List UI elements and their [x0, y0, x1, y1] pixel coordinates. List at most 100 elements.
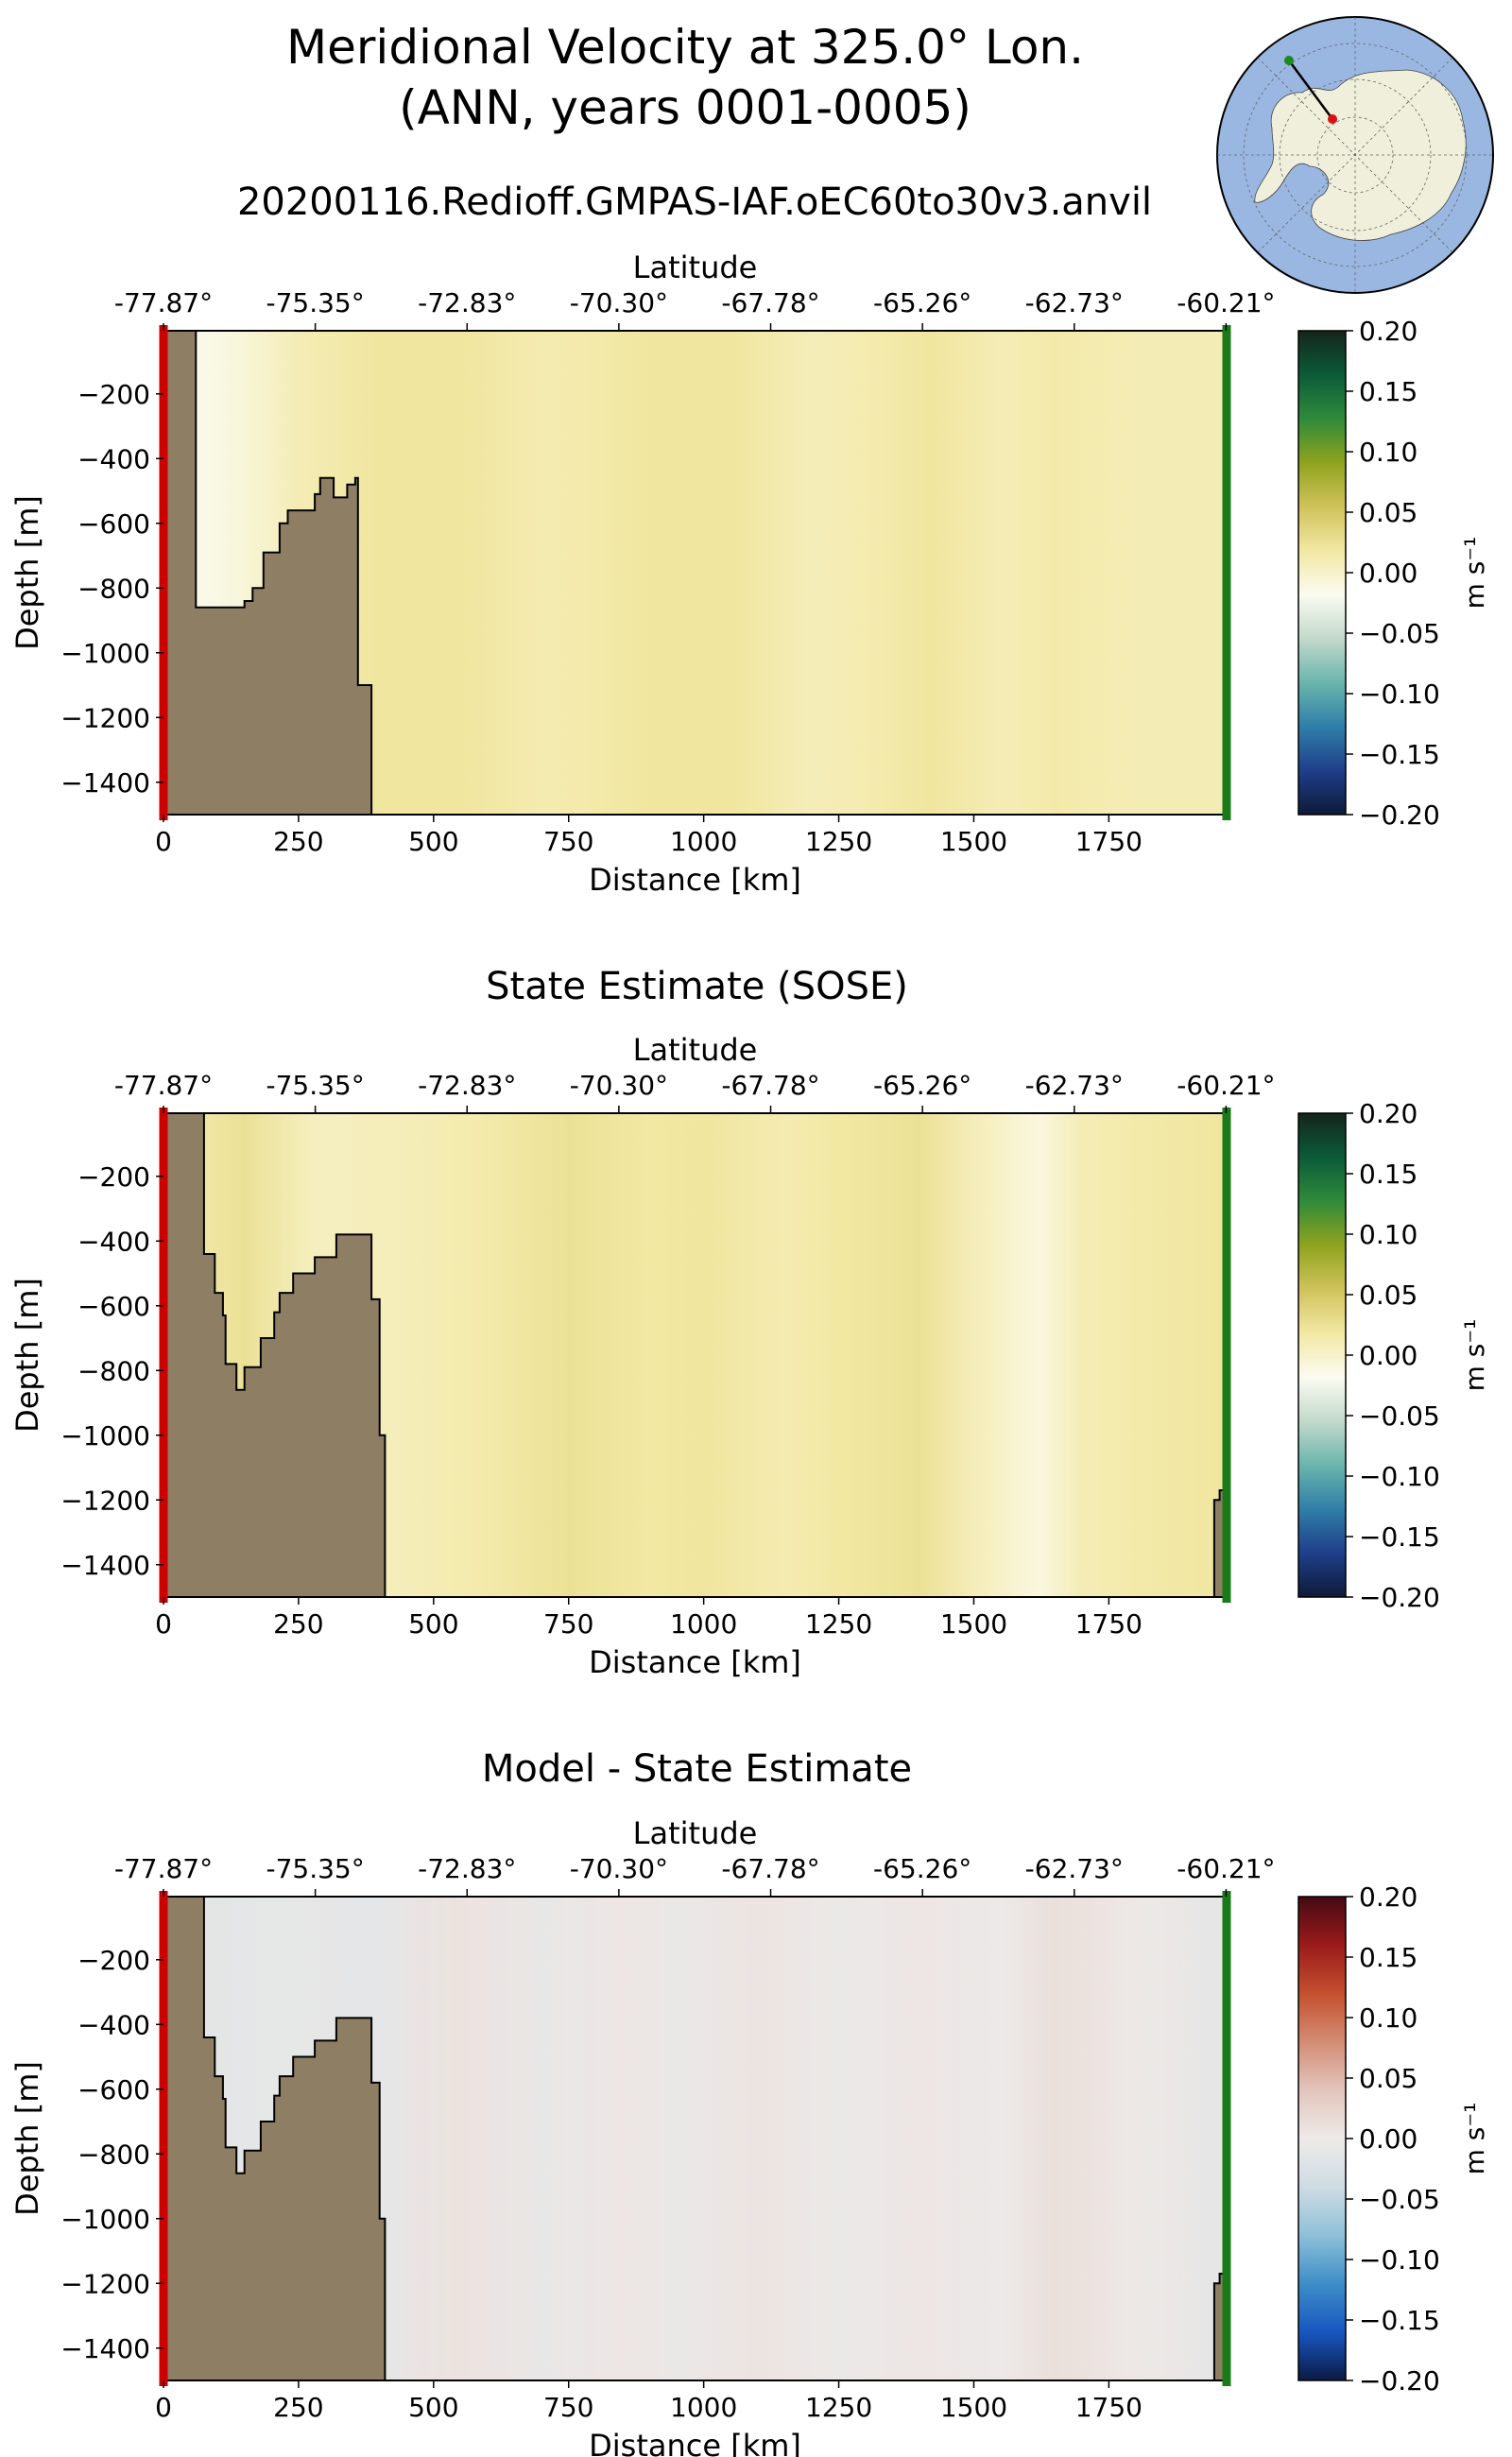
x-tick-label: 500 — [408, 2392, 458, 2423]
x-tick-label: 1750 — [1075, 826, 1143, 857]
colorbar-tick-label: 0.05 — [1359, 497, 1418, 528]
y-tick-label: −400 — [77, 1226, 150, 1257]
figure-title-line1: Meridional Velocity at 325.0° Lon. — [285, 20, 1085, 75]
colorbar-tick-label: 0.10 — [1359, 1219, 1418, 1250]
colorbar-tick-label: 0.00 — [1359, 1340, 1418, 1371]
colorbar-tick-label: −0.20 — [1359, 2365, 1440, 2397]
y-tick-label: −200 — [77, 1161, 150, 1193]
y-axis-label: Depth [m] — [9, 495, 45, 650]
y-tick-label: −400 — [77, 2009, 150, 2040]
x-tick-label: 1500 — [940, 1608, 1007, 1640]
x-tick-label: 1500 — [940, 826, 1007, 857]
colorbar-label: m s⁻¹ — [1459, 1319, 1490, 1392]
lat-tick-label: -65.26° — [873, 287, 971, 318]
lat-tick-label: -77.87° — [114, 287, 213, 318]
lat-tick-label: -72.83° — [418, 1070, 516, 1101]
x-tick-label: 1000 — [670, 826, 737, 857]
lat-tick-label: -62.73° — [1025, 1853, 1124, 1884]
colorbar-tick-label: 0.15 — [1359, 1942, 1418, 1973]
lat-tick-label: -75.35° — [266, 1853, 364, 1884]
y-tick-label: −800 — [77, 1355, 150, 1386]
lat-tick-label: -67.78° — [721, 1070, 819, 1101]
x-tick-label: 750 — [543, 826, 593, 857]
y-axis-label: Depth [m] — [9, 1278, 45, 1433]
antarctica-location-map — [1216, 16, 1494, 294]
colorbar-tick-label: −0.10 — [1359, 1461, 1440, 1492]
colorbar-label: m s⁻¹ — [1459, 2103, 1490, 2175]
lat-tick-label: -70.30° — [570, 1070, 668, 1101]
colorbar-tick-label: 0.10 — [1359, 2002, 1418, 2034]
lat-tick-label: -62.73° — [1025, 287, 1124, 318]
graticule — [1217, 17, 1493, 293]
y-tick-label: −1000 — [60, 2204, 150, 2235]
x-tick-label: 750 — [543, 2392, 593, 2423]
y-tick-label: −1000 — [60, 1420, 150, 1452]
y-tick-label: −1200 — [60, 2268, 150, 2299]
colorbar-tick-label: 0.20 — [1359, 1098, 1418, 1129]
x-tick-label: 500 — [408, 826, 458, 857]
x-tick-label: 1250 — [805, 2392, 872, 2423]
panel-2: 0 250 500 750 1000 1250 1500 1750 Distance [km] −… — [9, 1032, 1490, 1680]
y-tick-label: −1200 — [60, 702, 150, 733]
lat-tick-label: -67.78° — [721, 1853, 819, 1884]
lat-tick-label: -75.35° — [266, 1070, 364, 1101]
x-tick-label: 1000 — [670, 2392, 737, 2423]
y-tick-label: −400 — [77, 443, 150, 474]
colorbar-tick-label: −0.15 — [1359, 1521, 1440, 1553]
colorbar-tick-label: −0.05 — [1359, 2184, 1440, 2215]
colorbar-tick-label: 0.15 — [1359, 1159, 1418, 1190]
colorbar-tick-label: −0.20 — [1359, 799, 1440, 831]
bathymetry-west — [163, 1896, 387, 2381]
y-tick-label: −800 — [77, 2139, 150, 2170]
x-tick-label: 0 — [155, 1608, 172, 1640]
figure-title-line2: (ANN, years 0001-0005) — [399, 80, 971, 135]
x-tick-label: 250 — [273, 826, 323, 857]
bathymetry-west — [163, 330, 373, 816]
bathymetry-west — [163, 1112, 387, 1598]
y-tick-label: −200 — [77, 1945, 150, 1976]
colorbar-tick-label: 0.20 — [1359, 1881, 1418, 1913]
x-tick-label: 1000 — [670, 1608, 737, 1640]
lat-tick-label: -60.21° — [1177, 1853, 1275, 1884]
panel-3-title: Model - State Estimate — [481, 1747, 913, 1791]
lat-tick-label: -65.26° — [873, 1853, 971, 1884]
x-tick-label: 250 — [273, 1608, 323, 1640]
y-tick-label: −1000 — [60, 638, 150, 669]
panel-2-title: State Estimate (SOSE) — [486, 965, 908, 1008]
y-tick-label: −1200 — [60, 1485, 150, 1516]
x-tick-label: 0 — [155, 2392, 172, 2423]
lat-tick-label: -60.21° — [1177, 1070, 1275, 1101]
colorbar-tick-label: 0.15 — [1359, 376, 1418, 407]
colorbar-tick-label: −0.10 — [1359, 679, 1440, 710]
lat-axis-label: Latitude — [633, 1815, 758, 1851]
colorbar-tick-label: −0.15 — [1359, 2305, 1440, 2336]
colorbar-tick-label: −0.20 — [1359, 1582, 1440, 1613]
colorbar-tick-label: 0.05 — [1359, 1280, 1418, 1311]
x-axis-label: Distance [km] — [589, 2428, 801, 2457]
y-axis-label: Depth [m] — [9, 2061, 45, 2216]
lat-tick-label: -77.87° — [114, 1853, 213, 1884]
run-name: 20200116.Redioff.GMPAS-IAF.oEC60to30v3.a… — [236, 180, 1153, 224]
transect-start-dot — [1328, 114, 1337, 124]
x-tick-label: 1500 — [940, 2392, 1007, 2423]
colorbar-tick-label: −0.15 — [1359, 739, 1440, 770]
colorbar-tick-label: −0.10 — [1359, 2244, 1440, 2276]
panel-1: 0 250 500 750 1000 1250 1500 1750 Distance [km] −… — [9, 249, 1490, 898]
lat-tick-label: -75.35° — [266, 287, 364, 318]
y-tick-label: −1400 — [60, 767, 150, 799]
x-tick-label: 750 — [543, 1608, 593, 1640]
lat-axis-label: Latitude — [633, 1032, 758, 1068]
x-axis-label: Distance [km] — [589, 862, 801, 898]
x-tick-label: 250 — [273, 2392, 323, 2423]
y-tick-label: −600 — [77, 508, 150, 540]
lat-tick-label: -62.73° — [1025, 1070, 1124, 1101]
x-tick-label: 0 — [155, 826, 172, 857]
y-tick-label: −600 — [77, 2074, 150, 2105]
y-tick-label: −1400 — [60, 2333, 150, 2364]
lat-tick-label: -77.87° — [114, 1070, 213, 1101]
x-axis-label: Distance [km] — [589, 1644, 801, 1680]
x-tick-label: 1750 — [1075, 1608, 1143, 1640]
panel-3: 0 250 500 750 1000 1250 1500 1750 Distance [km] −… — [9, 1815, 1490, 2457]
lat-tick-label: -60.21° — [1177, 287, 1275, 318]
